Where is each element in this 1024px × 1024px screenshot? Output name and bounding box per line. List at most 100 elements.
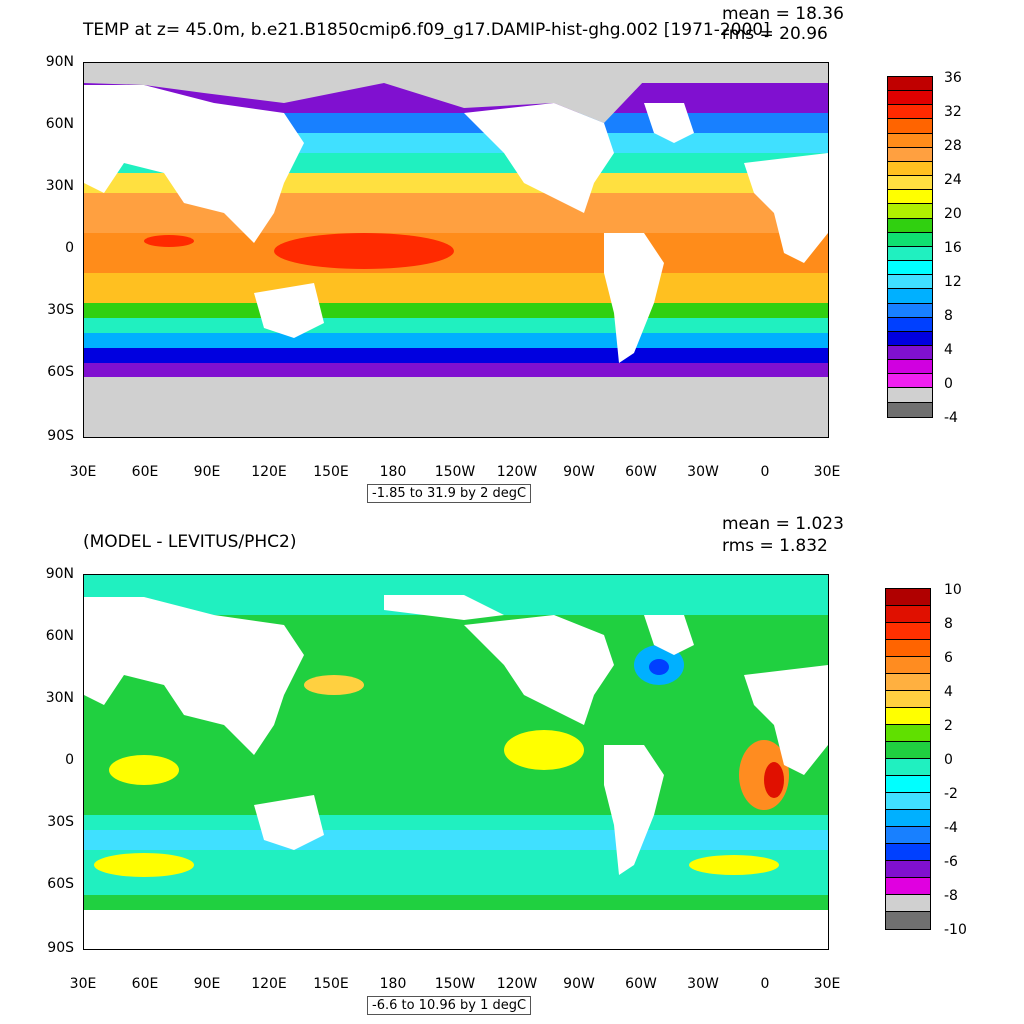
colorbar-segment bbox=[888, 402, 932, 417]
map-plot-area bbox=[83, 574, 829, 950]
contour-range-label: -1.85 to 31.9 by 2 degC bbox=[367, 484, 532, 503]
colorbar-label: 8 bbox=[944, 616, 953, 632]
colorbar-segment bbox=[888, 374, 932, 389]
colorbar-segment bbox=[888, 119, 932, 134]
colorbar-label: 6 bbox=[944, 650, 953, 666]
colorbar-label: 32 bbox=[944, 104, 962, 120]
lon-tick-label: 60E bbox=[131, 976, 159, 992]
colorbar-segment bbox=[888, 232, 932, 247]
colorbar-segment bbox=[888, 275, 932, 290]
colorbar-label: -4 bbox=[944, 820, 958, 836]
colorbar-segment bbox=[886, 827, 930, 844]
colorbar-segment bbox=[888, 388, 932, 403]
colorbar-segment bbox=[886, 895, 930, 912]
lon-tick-label: 90W bbox=[563, 976, 595, 992]
colorbar-segment bbox=[886, 844, 930, 861]
rms-label: rms = 20.96 bbox=[722, 24, 828, 44]
colorbar-segment bbox=[888, 246, 932, 262]
colorbar-segment bbox=[888, 190, 932, 205]
panel-title: (MODEL - LEVITUS/PHC2) bbox=[83, 532, 297, 552]
lat-tick-label: 30N bbox=[45, 690, 74, 706]
mean-label: mean = 1.023 bbox=[722, 514, 844, 534]
colorbar-segment bbox=[888, 147, 932, 162]
colorbar-segment bbox=[886, 912, 930, 929]
lon-tick-label: 30E bbox=[813, 464, 841, 480]
colorbar-segment bbox=[886, 759, 930, 776]
lon-tick-label: 180 bbox=[379, 464, 407, 480]
colorbar-segment bbox=[888, 91, 932, 106]
colorbar-segment bbox=[888, 77, 932, 92]
colorbar-label: 36 bbox=[944, 70, 962, 86]
lat-tick-label: 0 bbox=[65, 240, 74, 256]
colorbar-segment bbox=[886, 810, 930, 827]
colorbar-segment bbox=[888, 204, 932, 219]
map-plot-area bbox=[83, 62, 829, 438]
colorbar-segment bbox=[888, 176, 932, 191]
lon-tick-label: 30E bbox=[813, 976, 841, 992]
colorbar-label: 8 bbox=[944, 308, 953, 324]
colorbar-segment bbox=[886, 623, 930, 640]
colorbar-segment bbox=[888, 317, 932, 332]
colorbar-label: -2 bbox=[944, 786, 958, 802]
lon-tick-label: 90W bbox=[563, 464, 595, 480]
lon-tick-label: 150E bbox=[313, 976, 349, 992]
lat-tick-label: 90S bbox=[47, 940, 74, 956]
colorbar-segment bbox=[888, 105, 932, 120]
lon-tick-label: 90E bbox=[193, 976, 221, 992]
colorbar-segment bbox=[888, 218, 932, 233]
colorbar-label: 12 bbox=[944, 274, 962, 290]
colorbar-label: 4 bbox=[944, 684, 953, 700]
lon-tick-label: 30W bbox=[687, 464, 719, 480]
colorbar-segment bbox=[888, 133, 932, 148]
colorbar-label: 0 bbox=[944, 752, 953, 768]
colorbar-segment bbox=[886, 691, 930, 708]
lon-tick-label: 120E bbox=[251, 464, 287, 480]
rms-label: rms = 1.832 bbox=[722, 536, 828, 556]
lat-tick-label: 60S bbox=[47, 364, 74, 380]
colorbar-label: 16 bbox=[944, 240, 962, 256]
lat-tick-label: 90N bbox=[45, 54, 74, 70]
lat-tick-label: 60N bbox=[45, 116, 74, 132]
colorbar-label: 0 bbox=[944, 376, 953, 392]
lon-tick-label: 150W bbox=[434, 464, 476, 480]
colorbar-label: 24 bbox=[944, 172, 962, 188]
lat-tick-label: 30S bbox=[47, 302, 74, 318]
lat-tick-label: 90S bbox=[47, 428, 74, 444]
colorbar-segment bbox=[888, 345, 932, 361]
colorbar-label: 20 bbox=[944, 206, 962, 222]
colorbar-segment bbox=[888, 289, 932, 304]
lat-tick-label: 60S bbox=[47, 876, 74, 892]
temperature-field bbox=[84, 63, 828, 437]
mean-label: mean = 18.36 bbox=[722, 4, 844, 24]
colorbar-label: 28 bbox=[944, 138, 962, 154]
colorbar-label: -8 bbox=[944, 888, 958, 904]
colorbar-segment bbox=[886, 606, 930, 623]
colorbar-label: -6 bbox=[944, 854, 958, 870]
colorbar-label: -4 bbox=[944, 410, 958, 426]
difference-colorbar bbox=[885, 588, 931, 930]
lon-tick-label: 60E bbox=[131, 464, 159, 480]
colorbar-segment bbox=[888, 161, 932, 177]
lon-tick-label: 90E bbox=[193, 464, 221, 480]
colorbar-segment bbox=[886, 793, 930, 810]
colorbar-segment bbox=[886, 674, 930, 691]
difference-map-panel: (MODEL - LEVITUS/PHC2) mean = 1.023 rms … bbox=[0, 512, 1024, 1024]
lon-tick-label: 150E bbox=[313, 464, 349, 480]
lat-tick-label: 0 bbox=[65, 752, 74, 768]
colorbar-segment bbox=[888, 331, 932, 346]
lon-tick-label: 30E bbox=[69, 464, 97, 480]
lon-tick-label: 180 bbox=[379, 976, 407, 992]
colorbar-segment bbox=[888, 303, 932, 318]
colorbar-label: -10 bbox=[944, 922, 967, 938]
temperature-colorbar bbox=[887, 76, 933, 418]
lon-tick-label: 60W bbox=[625, 976, 657, 992]
colorbar-segment bbox=[886, 861, 930, 878]
lat-tick-label: 30S bbox=[47, 814, 74, 830]
colorbar-label: 2 bbox=[944, 718, 953, 734]
colorbar-segment bbox=[886, 725, 930, 742]
panel-title: TEMP at z= 45.0m, b.e21.B1850cmip6.f09_g… bbox=[83, 20, 770, 40]
colorbar-segment bbox=[886, 878, 930, 895]
colorbar-segment bbox=[886, 776, 930, 793]
lon-tick-label: 30E bbox=[69, 976, 97, 992]
colorbar-segment bbox=[888, 261, 932, 276]
